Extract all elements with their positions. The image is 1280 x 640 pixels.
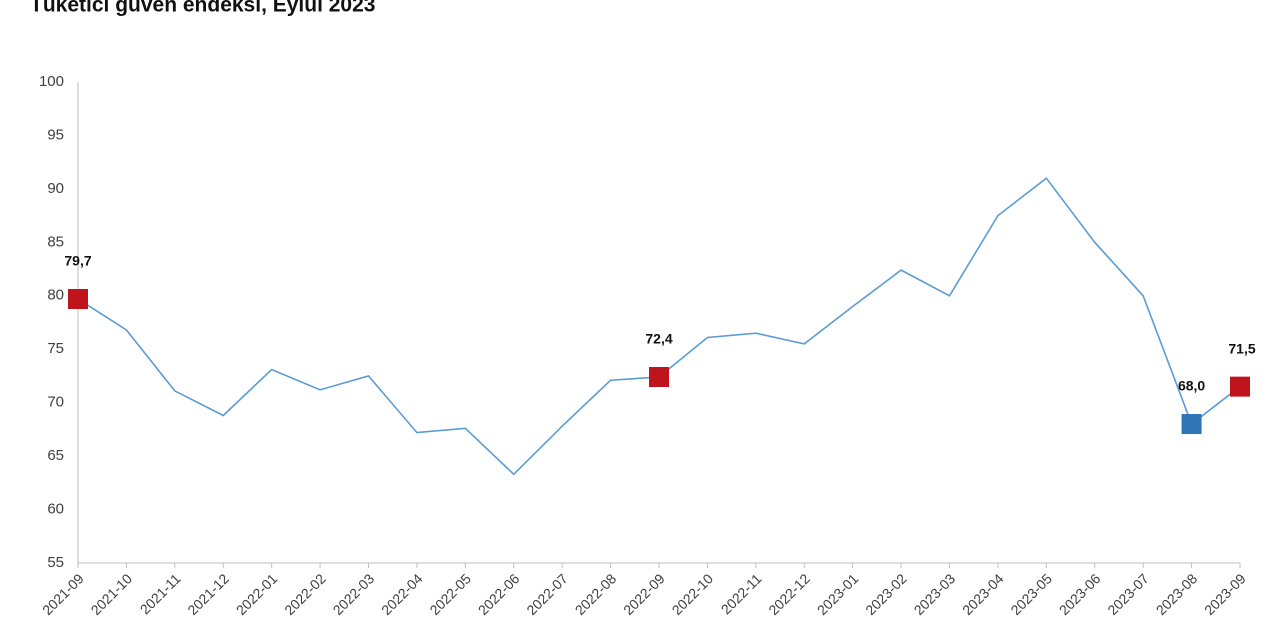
x-tick-label: 2023-02: [862, 570, 910, 618]
x-tick-label: 2022-06: [475, 570, 523, 618]
x-tick-label: 2021-12: [184, 570, 232, 618]
x-tick-label: 2023-08: [1153, 570, 1201, 618]
x-tick-label: 2023-06: [1056, 570, 1104, 618]
marker: [1230, 376, 1250, 397]
x-tick-label: 2023-01: [814, 570, 862, 618]
value-label: 71,5: [1228, 340, 1255, 356]
x-tick-label: 2022-02: [281, 570, 329, 618]
y-tick-label: 75: [47, 340, 64, 357]
x-tick-label: 2022-07: [523, 570, 571, 618]
y-tick-label: 65: [47, 447, 64, 464]
y-tick-label: 100: [39, 73, 64, 90]
y-tick-label: 70: [47, 394, 64, 411]
x-tick-label: 2023-05: [1007, 570, 1055, 618]
x-tick-label: 2022-10: [669, 570, 717, 618]
x-tick-label: 2023-04: [959, 570, 1007, 618]
x-tick-label: 2021-11: [137, 570, 184, 617]
marker: [68, 288, 88, 309]
y-tick-label: 95: [47, 126, 64, 143]
x-tick-label: 2022-04: [378, 570, 426, 618]
marker: [1181, 414, 1202, 435]
x-tick-label: 2022-03: [330, 570, 378, 618]
y-tick-label: 60: [47, 501, 64, 518]
y-tick-label: 55: [47, 554, 64, 571]
y-tick-label: 85: [47, 233, 64, 250]
value-label: 79,7: [64, 253, 91, 269]
x-tick-label: 2022-01: [233, 570, 281, 618]
x-tick-label: 2022-09: [620, 570, 668, 618]
x-tick-label: 2021-10: [88, 570, 136, 618]
value-label: 72,4: [645, 331, 672, 347]
chart-title: Tüketici güven endeksi, Eylül 2023: [30, 0, 375, 17]
x-tick-label: 2022-11: [718, 570, 765, 617]
x-tick-label: 2023-03: [911, 570, 959, 618]
x-tick-label: 2023-07: [1104, 570, 1152, 618]
x-tick-label: 2023-09: [1201, 570, 1249, 618]
line: [77, 177, 1241, 476]
y-tick-label: 80: [47, 287, 64, 304]
x-tick-label: 2021-09: [39, 570, 87, 618]
value-label: 68,0: [1178, 378, 1205, 394]
x-tick-label: 2022-12: [765, 570, 813, 618]
marker: [649, 367, 669, 388]
x-tick-label: 2022-08: [572, 570, 620, 618]
y-tick-label: 90: [47, 180, 64, 197]
x-tick-label: 2022-05: [426, 570, 474, 618]
